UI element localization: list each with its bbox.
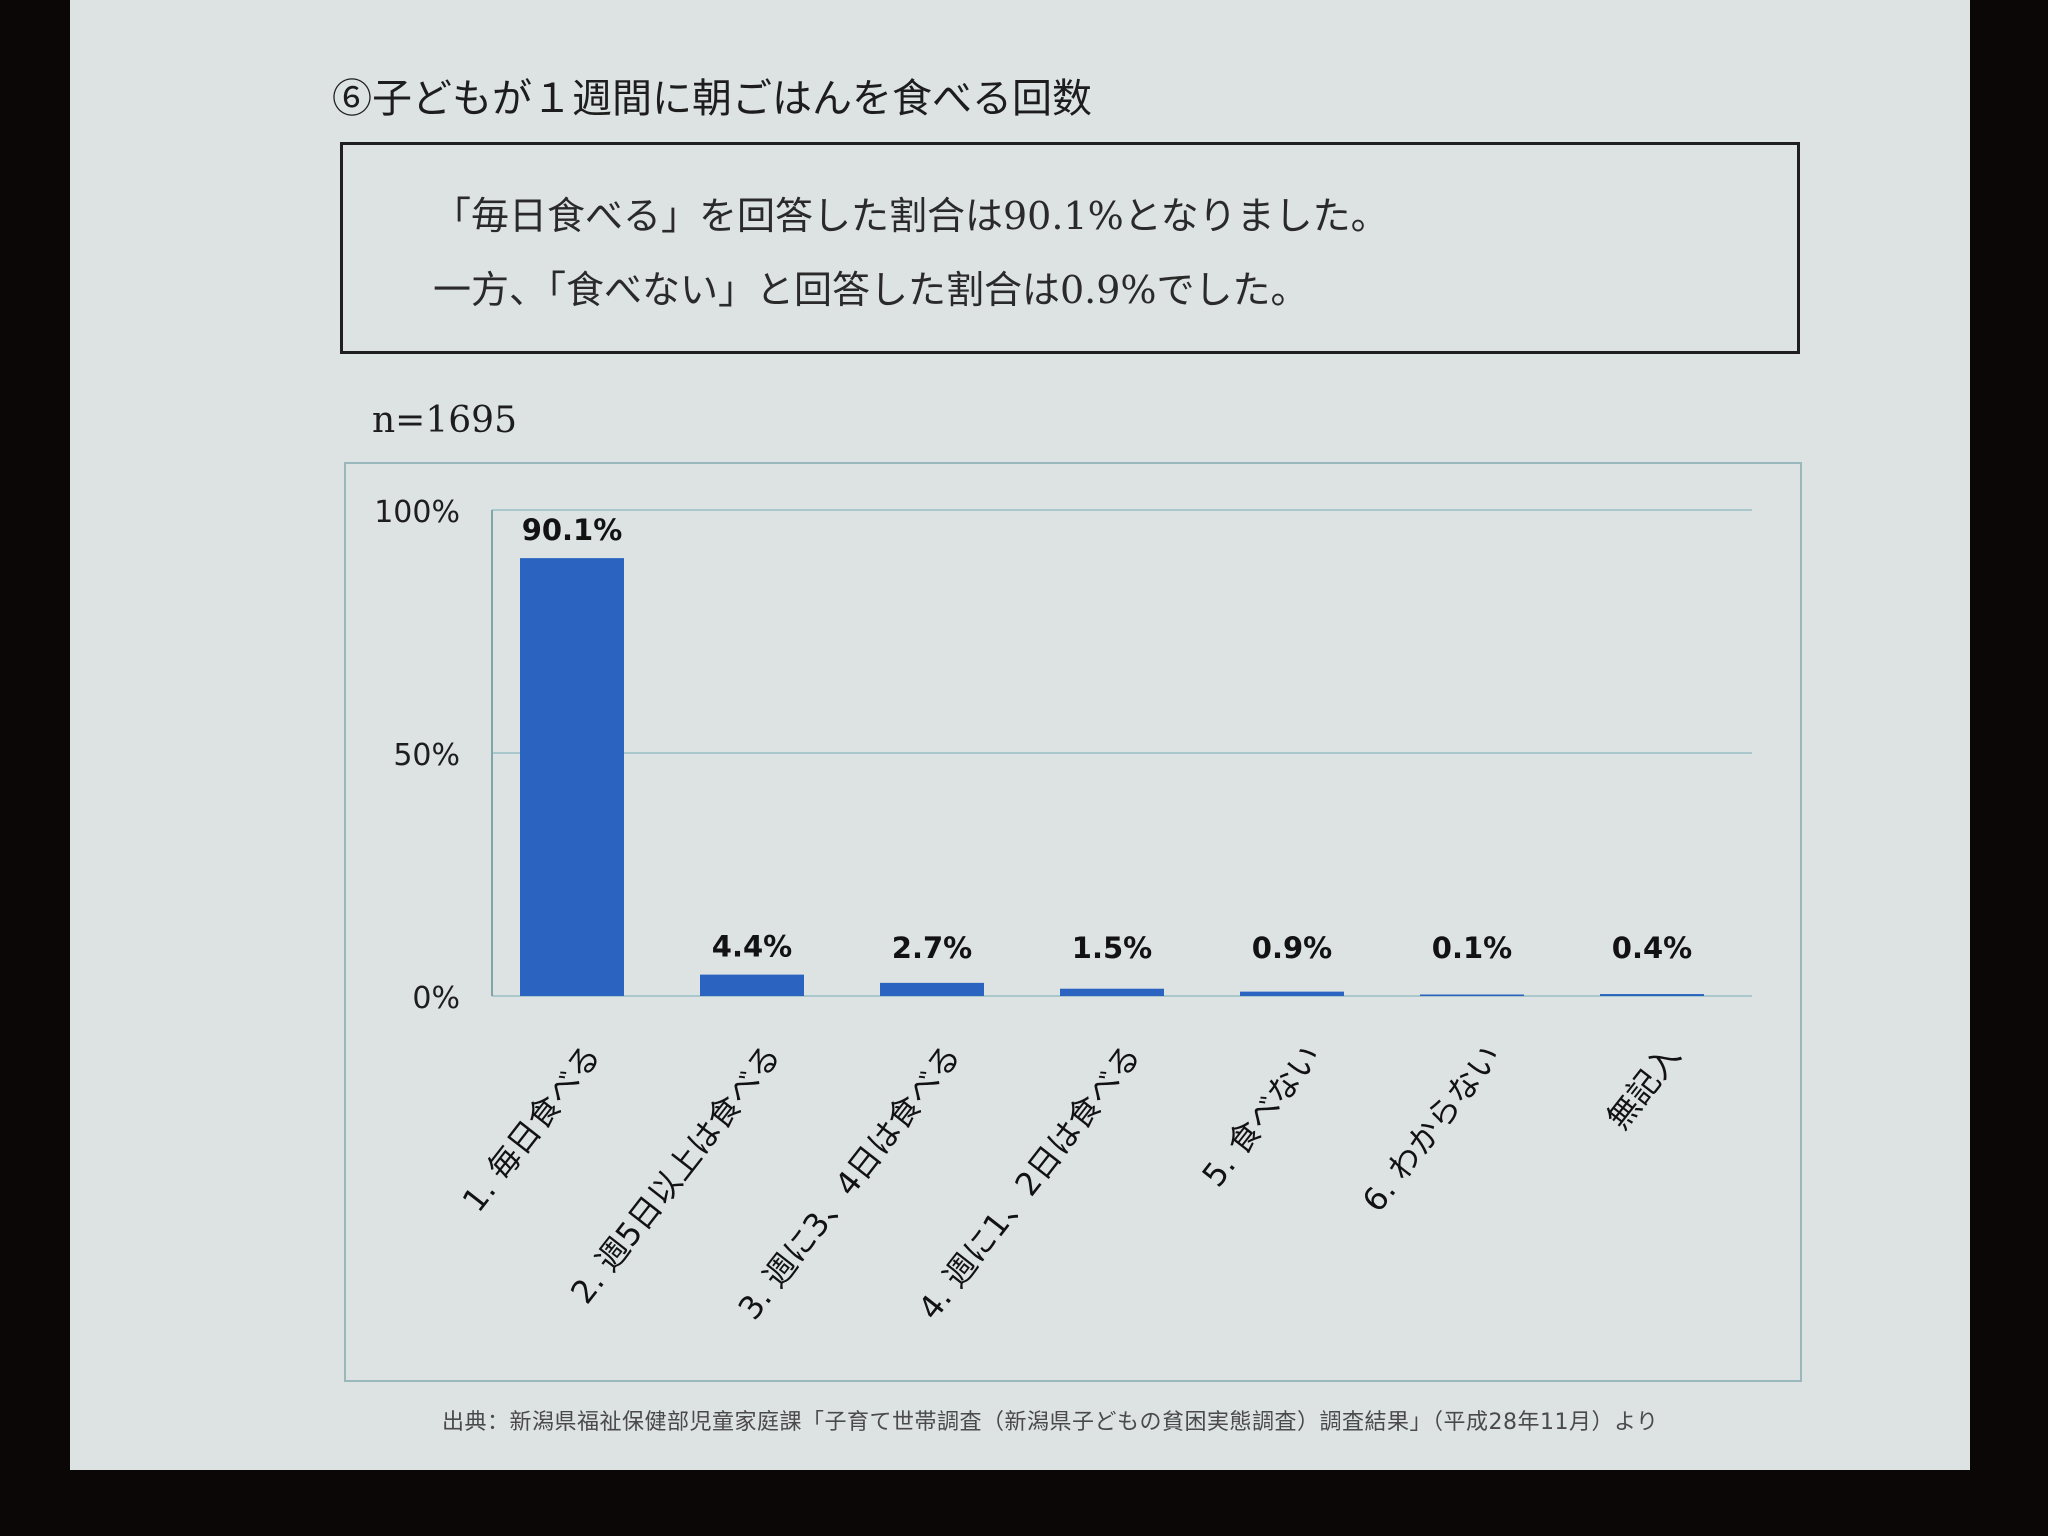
x-category-label: 1. 毎日食べる [455,1038,609,1220]
y-tick-label: 50% [393,738,460,773]
chart-frame: 0% 50% 100% 90.1% 1. 毎日食べる 4.4% 2. 週5日以上は食べる 2.… [344,462,1802,1382]
x-category-label: 無記入 [1599,1038,1688,1137]
slide: ⑥子どもが１週間に朝ごはんを食べる回数 「毎日食べる」を回答した割合は90.1%… [70,0,1970,1470]
data-label: 90.1% [522,513,623,547]
y-tick-label: 100% [374,495,460,530]
data-label: 0.4% [1612,931,1692,965]
summary-line-1: 「毎日食べる」を回答した割合は90.1%となりました。 [433,194,1389,238]
data-label: 4.4% [712,930,792,964]
data-label: 0.9% [1252,931,1332,965]
slide-title: ⑥子どもが１週間に朝ごはんを食べる回数 [332,76,1092,122]
bar [1240,991,1344,996]
bar [520,558,624,996]
data-label: 1.5% [1072,931,1152,965]
summary-box: 「毎日食べる」を回答した割合は90.1%となりました。 一方、「食べない」と回答… [340,142,1800,354]
summary-line-2: 一方、「食べない」と回答した割合は0.9%でした。 [433,268,1309,312]
bar-chart: 0% 50% 100% 90.1% 1. 毎日食べる 4.4% 2. 週5日以上は食べる 2.… [374,495,1752,1327]
bar [700,974,804,996]
sample-size-label: n=1695 [372,400,517,441]
bar [880,982,984,996]
y-tick-label: 0% [412,981,460,1016]
data-label: 2.7% [892,931,972,965]
bar [1600,994,1704,996]
x-category-label: 5. 食べない [1194,1038,1328,1194]
bar [1060,988,1164,996]
bar [1420,994,1524,996]
source-citation: 出典：新潟県福祉保健部児童家庭課「子育て世帯調査（新潟県子どもの貧困実態調査）調… [442,1410,1659,1435]
data-label: 0.1% [1432,931,1512,965]
x-category-label: 2. 週5日以上は食べる [563,1038,788,1311]
x-category-label: 6. わからない [1355,1038,1509,1220]
